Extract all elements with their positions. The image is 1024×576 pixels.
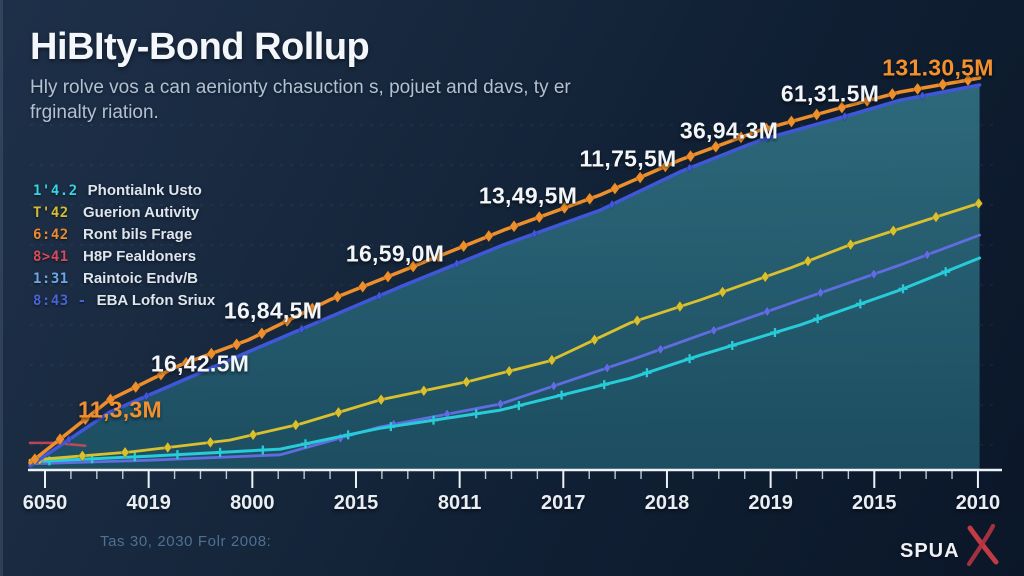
legend-item-6[interactable]: 8:43 - EBA Lofon Sriux [33,292,215,309]
legend-item-label: Guerion Autivity [83,204,200,221]
x-axis-label-7: 2018 [644,492,690,514]
series-markers [35,197,984,466]
page-subtitle: Hly rolve vos a can aenionty chasuction … [30,75,571,125]
legend-item-5[interactable]: 1:31 Raintoic Endv/B [33,270,215,287]
series-markers [29,73,973,466]
x-axis-label-9: 2015 [852,492,897,514]
legend-item-label: Phontialnk Usto [87,182,202,199]
series-markers [44,267,951,466]
brand-logo: SPUA [900,522,1002,568]
legend: 1'4.2 Phontialnk Usto T'42 Guerion Autivity… [33,182,215,314]
legend-item-value: T'42 [33,205,69,221]
x-axis-label-1: 6050 [22,492,68,514]
legend-item-label: H8P Fealdoners [83,248,197,265]
subtitle-line-1: Hly rolve vos a can aenionty chasuction … [30,77,571,98]
data-label-8: 61,31.5M [780,80,880,107]
legend-item-1[interactable]: 1'4.2 Phontialnk Usto [33,182,215,199]
series-markers [65,90,926,445]
subtitle-line-2: frginalty riation. [30,102,159,124]
legend-item-3[interactable]: 6:42 Ront bils Frage [33,226,215,243]
data-label-1: 11,3,3M [78,396,162,423]
series-line [28,83,982,468]
legend-item-4[interactable]: 8>41 H8P Fealdoners [33,248,215,265]
header: HiBIty-Bond Rollup Hly rolve vos a can a… [30,26,571,125]
legend-item-value: 8>41 [33,249,69,265]
area-fill [30,85,980,470]
data-label-2: 16,42.5M [150,350,250,377]
legend-item-label: Raintoic Endv/B [83,270,199,287]
x-axis-label-5: 8011 [437,492,482,514]
data-label-9: 131.30,5M [882,54,994,81]
x-axis-label-2: 4019 [126,492,171,514]
legend-item-value: 6:42 [33,227,69,243]
legend-item-value: 8:43 - [33,293,87,309]
x-axis-label-6: 2017 [541,492,586,514]
x-axis-label-8: 2019 [748,492,793,514]
page-title: HiBIty-Bond Rollup [30,26,370,68]
x-axis-label-4: 2015 [333,492,379,514]
data-label-5: 13,49,5M [478,182,578,209]
legend-item-label: Ront bils Frage [83,226,193,243]
x-axis-label-3: 8000 [230,492,275,514]
legend-item-value: 1'4.2 [33,183,78,199]
data-label-6: 11,75,5M [579,145,677,172]
brand-x-icon [966,523,999,567]
series-line [28,233,981,466]
x-axis-label-10: 2010 [955,492,1001,514]
footer-note: Tas 30, 2030 Folr 2008: [100,533,272,550]
legend-item-label: EBA Lofon Sriux [96,292,216,309]
data-label-4: 16,59,0M [345,240,445,267]
data-label-7: 36,94.3M [679,117,779,144]
legend-item-value: 1:31 [33,271,69,287]
data-label-3: 16,84,5M [223,297,323,324]
series-markers [336,249,932,444]
legend-item-2[interactable]: T'42 Guerion Autivity [33,204,215,221]
brand-name: SPUA [900,539,960,562]
